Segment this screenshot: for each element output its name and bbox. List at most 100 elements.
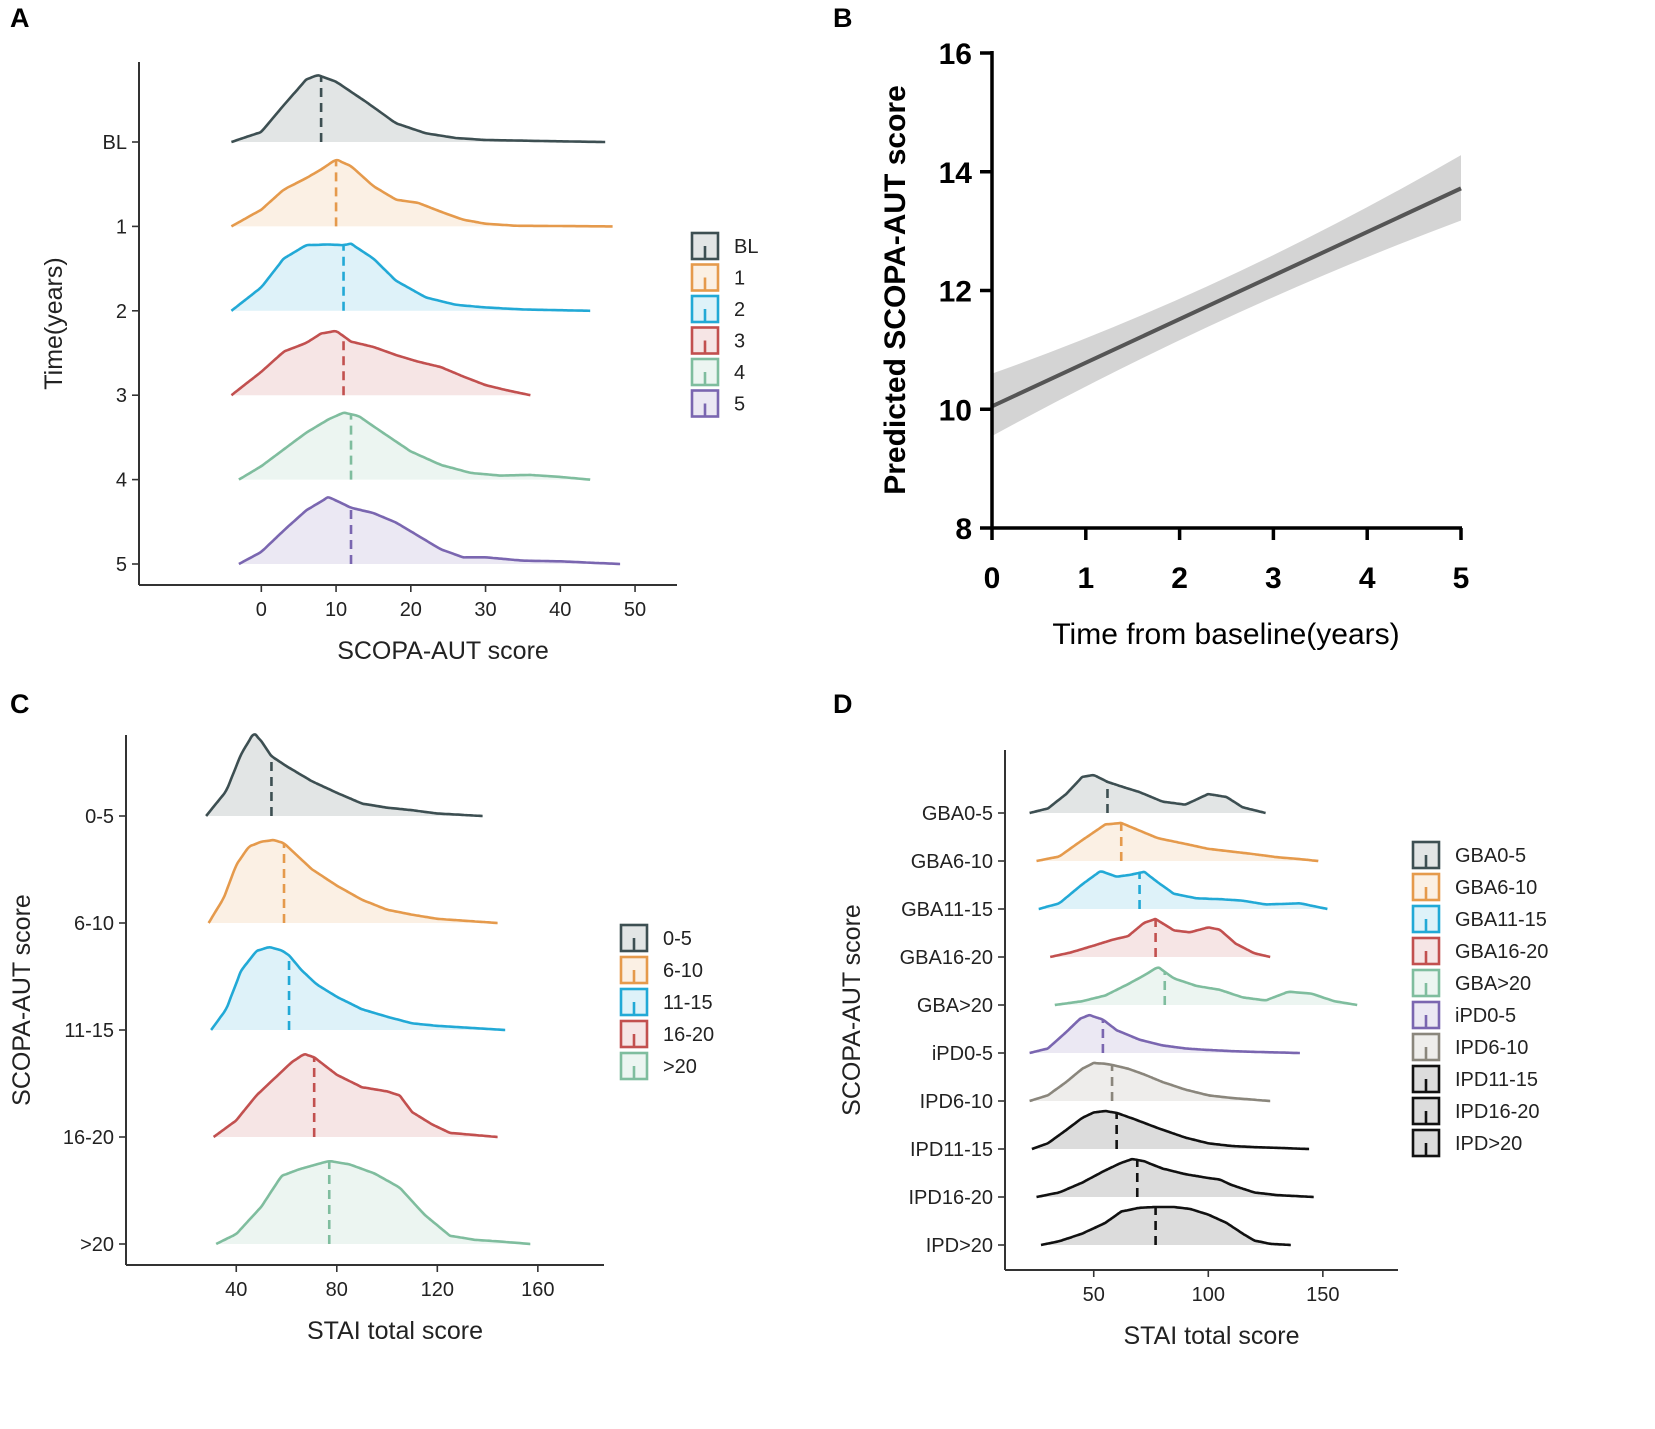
legend-label: >20 (663, 1056, 697, 1078)
ridge-gba6-10 (1036, 821, 1319, 863)
density-area (206, 734, 483, 816)
density-curve (1038, 870, 1328, 911)
panel-c: C 40 80 120 160 STAI total score SCOPA-AUT sco… (8, 689, 714, 1345)
x-tick-label: 4 (1359, 562, 1376, 595)
density-area (213, 1054, 498, 1137)
density-curve (231, 74, 606, 144)
density-area (238, 412, 591, 480)
ridge-2 (230, 242, 591, 313)
density-area (1041, 1207, 1291, 1245)
density-area (216, 1161, 531, 1244)
legend-label: IPD16-20 (1455, 1101, 1540, 1123)
ridge-0-5 (205, 733, 483, 818)
panel-a: A 0 10 20 30 40 50 SCOPA-AUT score Time(years) BL… (10, 3, 758, 665)
y-tick-label: 0-5 (85, 806, 114, 828)
panel-letter: B (833, 3, 853, 33)
x-tick-label: 40 (225, 1279, 247, 1301)
x-tick-label: 50 (1083, 1284, 1105, 1306)
y-tick-label: IPD6-10 (920, 1091, 993, 1113)
legend-item-6-10: 6-10 (619, 955, 703, 985)
y-tick-label: 2 (116, 301, 127, 323)
legend-label: IPD6-10 (1455, 1037, 1528, 1059)
panel-letter: A (10, 3, 30, 33)
legend-item-ipd0-5: iPD0-5 (1411, 1000, 1516, 1030)
x-tick-label: 100 (1192, 1284, 1225, 1306)
density-area (231, 331, 531, 396)
density-curve (238, 411, 591, 481)
x-tick-label: 10 (325, 599, 347, 621)
x-tick-label: 40 (549, 599, 571, 621)
ridge-3 (230, 329, 531, 397)
density-area (231, 75, 606, 142)
density-curve (212, 1052, 498, 1139)
y-tick-label: >20 (80, 1234, 114, 1256)
y-tick-label: 4 (116, 470, 127, 492)
y-tick-label: GBA0-5 (922, 803, 993, 825)
legend-item-ipd16-20: IPD16-20 (1411, 1096, 1540, 1126)
ridge-gt20 (215, 1159, 531, 1246)
x-tick-label: 120 (421, 1279, 454, 1301)
y-tick-label: 1 (116, 216, 127, 238)
x-axis-label: STAI total score (307, 1317, 483, 1345)
density-curve (230, 158, 613, 228)
density-curve (205, 733, 483, 818)
density-area (1036, 1159, 1314, 1197)
panel-d: D 50 100 150 STAI total score SCOPA-AUT score… (833, 689, 1548, 1350)
legend-label: iPD0-5 (1455, 1005, 1516, 1027)
ridge-6-10 (207, 838, 498, 925)
x-tick-label: 1 (1077, 562, 1094, 595)
ridge-5 (238, 496, 621, 566)
ridge-bl (231, 74, 606, 144)
legend-label: IPD>20 (1455, 1133, 1522, 1155)
legend-item-ipd11-15: IPD11-15 (1411, 1064, 1538, 1094)
x-axis-label: SCOPA-AUT score (337, 637, 549, 665)
legend-label: IPD11-15 (1455, 1069, 1538, 1091)
y-tick-label: BL (103, 132, 127, 154)
legend-label: GBA6-10 (1455, 877, 1537, 899)
y-tick-label: 16-20 (63, 1127, 114, 1149)
x-tick-label: 3 (1265, 562, 1282, 595)
x-tick-label: 2 (1171, 562, 1188, 595)
legend-item-gbagt20: GBA>20 (1411, 968, 1531, 998)
ridge-1 (230, 158, 613, 228)
y-tick-label: GBA11-15 (901, 899, 993, 921)
density-area (1036, 822, 1319, 861)
density-area (238, 497, 621, 564)
density-curve (238, 496, 621, 566)
x-tick-label: 0 (984, 562, 1001, 595)
y-tick-label: 5 (116, 554, 127, 576)
legend-item-5: 5 (690, 389, 745, 418)
density-area (231, 243, 591, 311)
ridge-11-15 (210, 945, 506, 1032)
panel-letter: D (833, 689, 853, 719)
y-tick-label: 6-10 (74, 913, 114, 935)
legend-item-gba6-10: GBA6-10 (1411, 872, 1537, 902)
y-tick-label: 12 (939, 276, 972, 309)
y-tick-label: 3 (116, 385, 127, 407)
x-tick-label: 50 (624, 599, 646, 621)
ridge-ipd16-20 (1036, 1157, 1314, 1199)
density-area (1029, 775, 1266, 813)
density-curve (1029, 1061, 1271, 1103)
legend-item-2: 2 (690, 294, 745, 324)
density-area (1050, 919, 1271, 957)
legend-item-ipdgt20: IPD>20 (1411, 1128, 1522, 1158)
legend-label: 16-20 (663, 1024, 714, 1046)
y-axis-label: Predicted SCOPA-AUT score (879, 85, 912, 495)
y-tick-label: 8 (955, 513, 972, 546)
density-curve (1036, 821, 1319, 863)
y-tick-label: 10 (939, 394, 972, 427)
legend-item-1: 1 (690, 263, 745, 292)
legend-label: GBA11-15 (1455, 909, 1547, 931)
density-area (231, 159, 613, 227)
legend-label: 11-15 (663, 992, 713, 1014)
legend-label: 3 (734, 331, 745, 353)
legend-label: GBA16-20 (1455, 941, 1548, 963)
y-tick-label: GBA>20 (917, 995, 993, 1017)
legend-label: 2 (734, 299, 745, 321)
y-axis-label: SCOPA-AUT score (838, 904, 866, 1116)
y-tick-label: IPD16-20 (909, 1187, 994, 1209)
ridge-gba16-20 (1049, 917, 1271, 959)
legend-label: 4 (734, 362, 745, 384)
